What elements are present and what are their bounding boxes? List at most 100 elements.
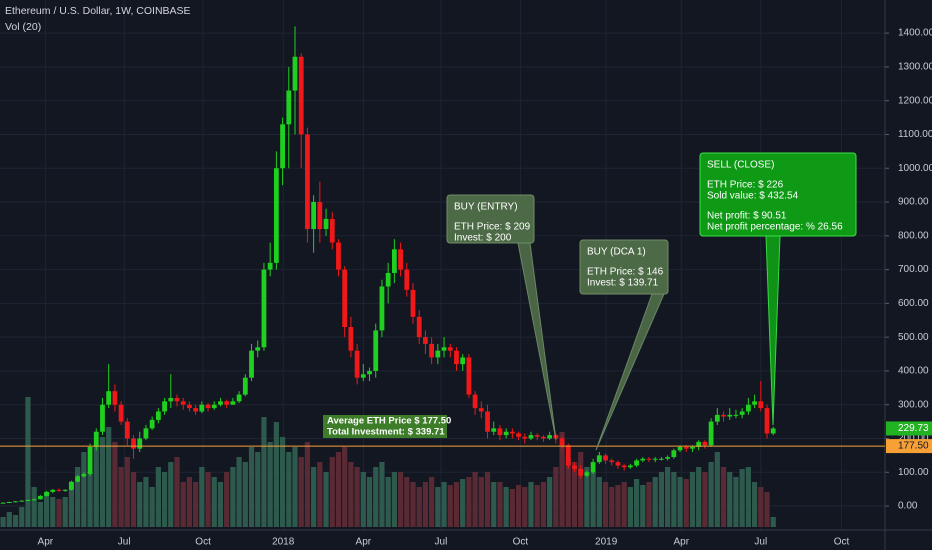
y-tick-label: 800.00 xyxy=(898,230,929,241)
annotation-text: Invest: $ 200 xyxy=(454,233,512,244)
candle-body xyxy=(770,428,776,434)
volume-bar xyxy=(397,472,404,527)
candle-body xyxy=(714,414,720,422)
chart-subtitle: Vol (20) xyxy=(5,21,41,33)
candle-body xyxy=(336,242,341,270)
volume-bar xyxy=(578,452,584,527)
candle-body xyxy=(627,465,633,468)
volume-bar xyxy=(410,482,416,527)
candle-body xyxy=(559,438,565,446)
volume-bar xyxy=(497,482,503,527)
volume-bar xyxy=(478,477,484,527)
candle-body xyxy=(690,446,695,449)
volume-bar xyxy=(590,472,596,527)
volume-bar xyxy=(149,487,155,527)
volume-bar xyxy=(292,447,298,527)
candle-body xyxy=(745,404,751,412)
volume-bar xyxy=(714,452,720,527)
candle-body xyxy=(360,374,366,378)
volume-bar xyxy=(304,442,311,527)
last-price-label: 229.73 xyxy=(898,423,929,434)
volume-bar xyxy=(503,487,509,527)
volume-bar xyxy=(130,472,137,527)
candle-body xyxy=(528,435,534,439)
candle-body xyxy=(447,347,453,351)
annotation-text: BUY (ENTRY) xyxy=(454,202,518,213)
volume-bar xyxy=(193,482,199,527)
candle-body xyxy=(87,446,93,474)
candle-body xyxy=(230,401,236,405)
x-tick-label: Apr xyxy=(356,537,372,548)
candle-body xyxy=(199,404,205,412)
volume-bar xyxy=(472,472,478,527)
candle-body xyxy=(391,249,397,273)
volume-bar xyxy=(168,462,174,527)
annotation-text: ETH Price: $ 146 xyxy=(587,267,664,278)
y-tick-label: 500.00 xyxy=(898,332,929,343)
x-tick-label: Apr xyxy=(38,537,54,548)
candle-body xyxy=(137,438,143,449)
volume-bar xyxy=(484,472,491,527)
y-tick-label: 1100.00 xyxy=(898,129,932,140)
candle-body xyxy=(578,468,584,476)
candle-body xyxy=(149,419,155,429)
candle-body xyxy=(112,391,118,405)
volume-bar xyxy=(199,467,205,527)
candle-body xyxy=(460,357,466,365)
candle-body xyxy=(187,404,192,409)
candle-body xyxy=(261,269,267,348)
candle-body xyxy=(267,262,273,270)
candle-body xyxy=(683,446,689,449)
annotation-text: Invest: $ 139.71 xyxy=(587,278,659,289)
candle-body xyxy=(721,414,726,417)
volume-bar xyxy=(491,482,497,527)
candle-body xyxy=(286,90,292,125)
y-tick-label: 400.00 xyxy=(898,366,929,377)
volume-bar xyxy=(584,467,590,527)
candle-body xyxy=(497,428,503,436)
volume-bar xyxy=(540,482,547,527)
annotation-box xyxy=(699,152,857,237)
volume-bar xyxy=(137,482,143,527)
volume-bar xyxy=(366,477,373,527)
volume-bar xyxy=(727,472,733,527)
candle-body xyxy=(305,134,310,230)
candle-body xyxy=(596,455,602,463)
volume-bar xyxy=(360,472,366,527)
volume-bar xyxy=(665,467,671,527)
volume-bar xyxy=(112,442,118,527)
candle-body xyxy=(491,428,497,432)
candle-body xyxy=(410,289,416,317)
volume-bar xyxy=(267,442,273,527)
y-tick-label: 0.00 xyxy=(898,501,918,512)
volume-bar xyxy=(155,467,161,527)
volume-bar xyxy=(286,452,292,527)
candle-body xyxy=(423,337,428,344)
volume-bar xyxy=(6,512,12,527)
volume-bar xyxy=(329,457,335,527)
volume-bar xyxy=(335,452,342,527)
candle-body xyxy=(162,401,167,412)
candle-body xyxy=(273,168,279,263)
candle-body xyxy=(224,401,230,405)
volume-bar xyxy=(677,477,683,527)
candle-body xyxy=(733,414,739,416)
volume-bar xyxy=(31,487,37,527)
y-tick-label: 700.00 xyxy=(898,264,929,275)
candle-body xyxy=(236,394,242,402)
candle-body xyxy=(62,489,68,491)
volume-bar xyxy=(230,467,236,527)
candle-body xyxy=(677,446,683,451)
volume-bar xyxy=(143,477,149,527)
candle-body xyxy=(124,421,130,439)
candle-body xyxy=(634,460,639,466)
volume-bar xyxy=(81,452,87,527)
chart-title: Ethereum / U.S. Dollar, 1W, COINBASE xyxy=(5,5,191,17)
candle-body xyxy=(342,269,348,328)
volume-bar xyxy=(342,447,348,527)
candle-body xyxy=(292,56,298,91)
volume-bar xyxy=(174,457,180,527)
candle-body xyxy=(69,481,74,490)
